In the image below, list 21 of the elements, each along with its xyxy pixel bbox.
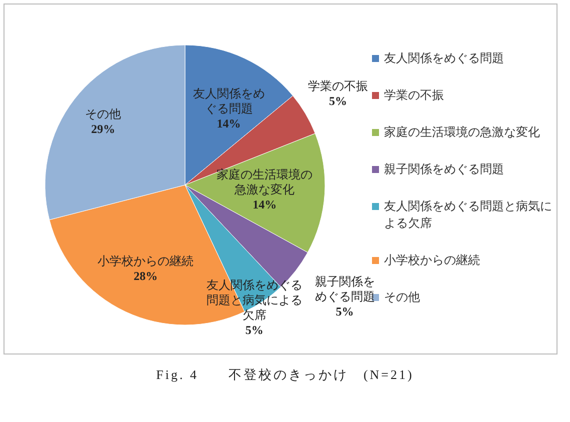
slice-label: 学業の不振 bbox=[308, 79, 368, 94]
legend-label: 小学校からの継続 bbox=[384, 252, 481, 269]
data-label: 5% bbox=[329, 94, 348, 108]
legend-label: 家庭の生活環境の急激な変化 bbox=[384, 124, 541, 141]
legend-label: その他 bbox=[384, 289, 421, 306]
data-label: 14% bbox=[216, 116, 241, 130]
slice-label: 家庭の生活環境の急激な変化 bbox=[216, 168, 313, 196]
legend-label: 友人関係をめぐる問題と病気による欠席 bbox=[384, 198, 553, 232]
slice-label: 友人関係をめぐる問題 bbox=[192, 86, 265, 116]
slice-label: 親子関係をめぐる問題 bbox=[314, 274, 375, 304]
data-label: 14% bbox=[252, 198, 277, 212]
slice-label: その他 bbox=[85, 106, 122, 120]
data-label: 5% bbox=[245, 322, 264, 337]
data-label: 29% bbox=[91, 122, 116, 136]
legend-label: 親子関係をめぐる問題 bbox=[384, 161, 505, 178]
legend-label: 友人関係をめぐる問題 bbox=[384, 50, 505, 67]
slice-label: 小学校からの継続 bbox=[98, 254, 194, 268]
legend-label: 学業の不振 bbox=[384, 87, 445, 104]
caption: Fig. 4 不登校のきっかけ (N=21) bbox=[155, 366, 415, 384]
data-label: 28% bbox=[134, 268, 158, 283]
data-label: 5% bbox=[336, 304, 354, 318]
